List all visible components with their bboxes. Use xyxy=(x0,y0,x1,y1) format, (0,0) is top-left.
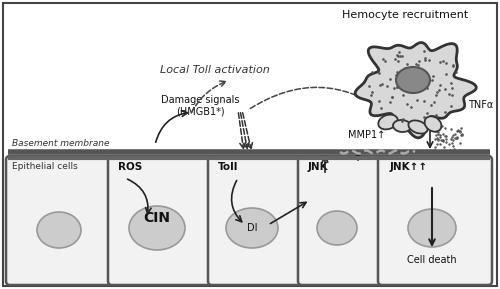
Ellipse shape xyxy=(129,206,185,250)
Text: (HMGB1*): (HMGB1*) xyxy=(176,107,224,117)
Ellipse shape xyxy=(393,120,411,132)
Ellipse shape xyxy=(396,67,430,93)
Text: JNK: JNK xyxy=(308,162,328,172)
FancyBboxPatch shape xyxy=(108,156,212,285)
Bar xyxy=(8,158,490,283)
Ellipse shape xyxy=(226,208,278,248)
FancyBboxPatch shape xyxy=(298,156,382,285)
Ellipse shape xyxy=(424,116,442,132)
Text: MMP1↑: MMP1↑ xyxy=(348,130,385,140)
Text: TNFα: TNFα xyxy=(468,100,493,110)
Ellipse shape xyxy=(37,212,81,248)
FancyBboxPatch shape xyxy=(378,156,492,285)
Ellipse shape xyxy=(378,114,398,129)
Text: Damage signals: Damage signals xyxy=(161,95,240,105)
Text: ROS: ROS xyxy=(118,162,142,172)
Text: Toll: Toll xyxy=(218,162,238,172)
Text: Cell death: Cell death xyxy=(407,255,457,265)
Text: Local Toll activation: Local Toll activation xyxy=(160,65,270,75)
Ellipse shape xyxy=(408,209,456,247)
Text: Epithelial cells: Epithelial cells xyxy=(12,162,78,171)
Text: CIN: CIN xyxy=(144,211,171,225)
Text: DI: DI xyxy=(247,223,257,233)
FancyBboxPatch shape xyxy=(6,156,112,285)
Text: Hemocyte recruitment: Hemocyte recruitment xyxy=(342,10,468,20)
Text: Basement membrane: Basement membrane xyxy=(12,139,110,148)
FancyBboxPatch shape xyxy=(208,156,302,285)
Text: JNK↑↑: JNK↑↑ xyxy=(390,162,428,172)
Polygon shape xyxy=(355,42,476,138)
Ellipse shape xyxy=(408,121,428,134)
Ellipse shape xyxy=(317,211,357,245)
